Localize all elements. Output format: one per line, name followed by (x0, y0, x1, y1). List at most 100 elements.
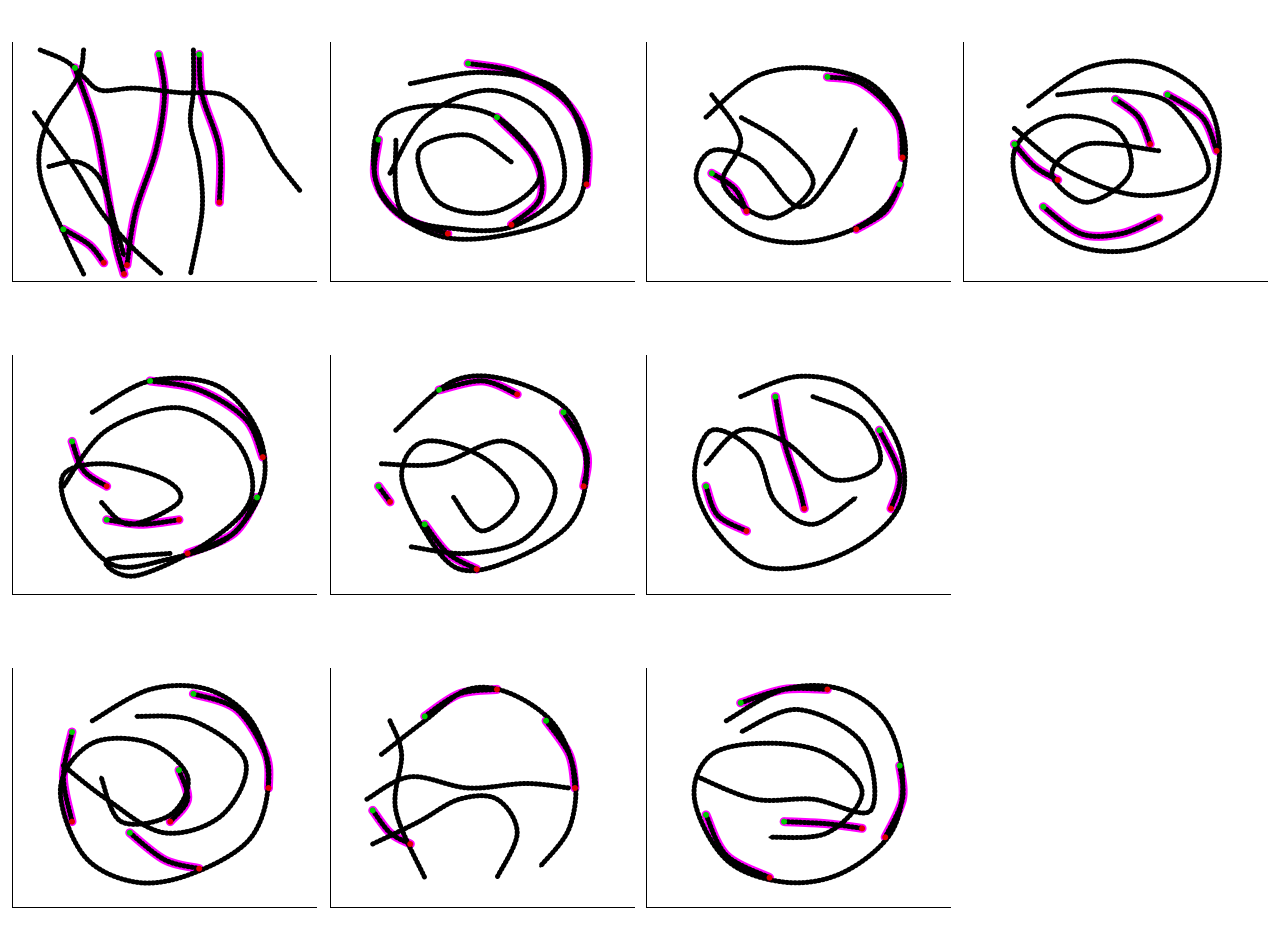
trajectory-markers (60, 713, 249, 836)
trajectory-markers (69, 438, 110, 489)
segment-start-marker (1011, 141, 1018, 148)
segment-start-marker (421, 713, 428, 720)
trajectory-markers (370, 807, 413, 847)
trajectory-panel-9 (330, 668, 635, 908)
trajectory-panel-7 (646, 355, 951, 595)
trajectory-markers (772, 394, 807, 512)
segment-start-marker (369, 807, 376, 814)
trajectory-markers (1165, 92, 1220, 154)
segment-end-marker (1054, 176, 1061, 183)
trajectory-panel-2 (330, 42, 635, 282)
segment-start-marker (436, 386, 443, 393)
trajectory-markers (46, 159, 127, 259)
segment-start-marker (126, 829, 133, 836)
segment-end-marker (766, 874, 773, 881)
segment-start-marker (60, 226, 67, 233)
trajectory-markers (104, 517, 182, 527)
trajectory-markers (147, 378, 266, 460)
segment-start-marker (737, 699, 744, 706)
segment-end-marker (1147, 141, 1154, 148)
segment-start-marker (560, 409, 567, 416)
segment-start-marker (708, 170, 715, 177)
trajectory-markers (494, 114, 545, 228)
segment-end-marker (265, 785, 272, 791)
segment-start-marker (896, 181, 903, 188)
trajectory-plot-2 (330, 42, 635, 282)
trajectory-panel-1 (12, 42, 317, 282)
segment-start-marker (103, 516, 110, 523)
trajectory-markers (781, 819, 865, 831)
trajectory-markers (378, 438, 558, 557)
segment-start-marker (421, 521, 428, 528)
trajectory-markers (824, 74, 905, 160)
segment-end-marker (196, 865, 203, 872)
segment-end-marker (216, 199, 223, 206)
trajectory-panel-4 (963, 42, 1268, 282)
segment-end-marker (407, 841, 414, 847)
segment-end-marker (175, 516, 182, 523)
segment-end-marker (1213, 147, 1220, 154)
trajectory-markers (32, 110, 165, 277)
segment-end-marker (1155, 215, 1162, 221)
trajectory-markers (60, 729, 75, 825)
segment-start-marker (543, 717, 550, 724)
trajectory-markers (196, 52, 224, 205)
segment-end-marker (583, 181, 590, 188)
segment-start-marker (190, 690, 197, 697)
segment-start-marker (1112, 96, 1119, 103)
trajectory-markers (72, 65, 127, 277)
segment-start-marker (1040, 203, 1047, 210)
trajectory-markers (422, 686, 500, 719)
segment-start-marker (824, 73, 831, 80)
segment-start-marker (175, 767, 182, 774)
trajectory-panel-8 (12, 668, 317, 908)
trajectory-markers (60, 226, 107, 266)
trajectory-markers (185, 494, 260, 556)
segment-start-marker (253, 494, 260, 501)
segment-end-marker (824, 686, 831, 693)
trajectory-markers (691, 373, 908, 572)
trajectory-markers (370, 793, 520, 881)
segment-end-marker (184, 550, 191, 557)
trajectory-markers (127, 830, 202, 872)
trajectory-plot-6 (330, 355, 635, 595)
trajectory-markers (882, 763, 906, 840)
segment-end-marker (801, 505, 808, 512)
segment-start-marker (155, 51, 162, 58)
trajectory-markers (1011, 141, 1061, 183)
segment-start-marker (703, 811, 710, 818)
trajectory-plot-8 (12, 668, 317, 908)
segment-start-marker (896, 762, 903, 769)
trajectory-panel-10 (646, 668, 951, 908)
segment-end-marker (123, 262, 130, 269)
trajectory-markers (167, 767, 191, 825)
trajectory-plot-9 (330, 668, 635, 908)
trajectory-markers (387, 718, 428, 881)
segment-start-marker (876, 427, 883, 434)
trajectory-markers (709, 92, 816, 221)
segment-start-marker (69, 729, 76, 735)
trajectory-plot-7 (646, 355, 951, 595)
segment-start-marker (71, 64, 78, 71)
segment-start-marker (375, 136, 382, 143)
trajectory-markers (465, 60, 591, 187)
segment-end-marker (899, 154, 906, 161)
trajectory-markers (58, 375, 268, 570)
segment-end-marker (882, 834, 889, 841)
trajectory-markers (60, 405, 256, 579)
segment-end-marker (743, 528, 750, 534)
segment-start-marker (772, 393, 779, 400)
trajectory-markers (703, 483, 749, 534)
segment-start-marker (465, 60, 472, 67)
trajectory-panel-6 (330, 355, 635, 595)
trajectory-markers (187, 47, 206, 277)
segment-end-marker (387, 498, 394, 505)
trajectory-markers (543, 718, 578, 791)
segment-end-marker (508, 221, 515, 228)
segment-end-marker (259, 454, 266, 461)
trajectory-markers (124, 52, 168, 268)
trajectory-panel-3 (646, 42, 951, 282)
trajectory-markers (1113, 96, 1153, 147)
segment-start-marker (493, 114, 500, 121)
segment-end-marker (571, 785, 578, 791)
